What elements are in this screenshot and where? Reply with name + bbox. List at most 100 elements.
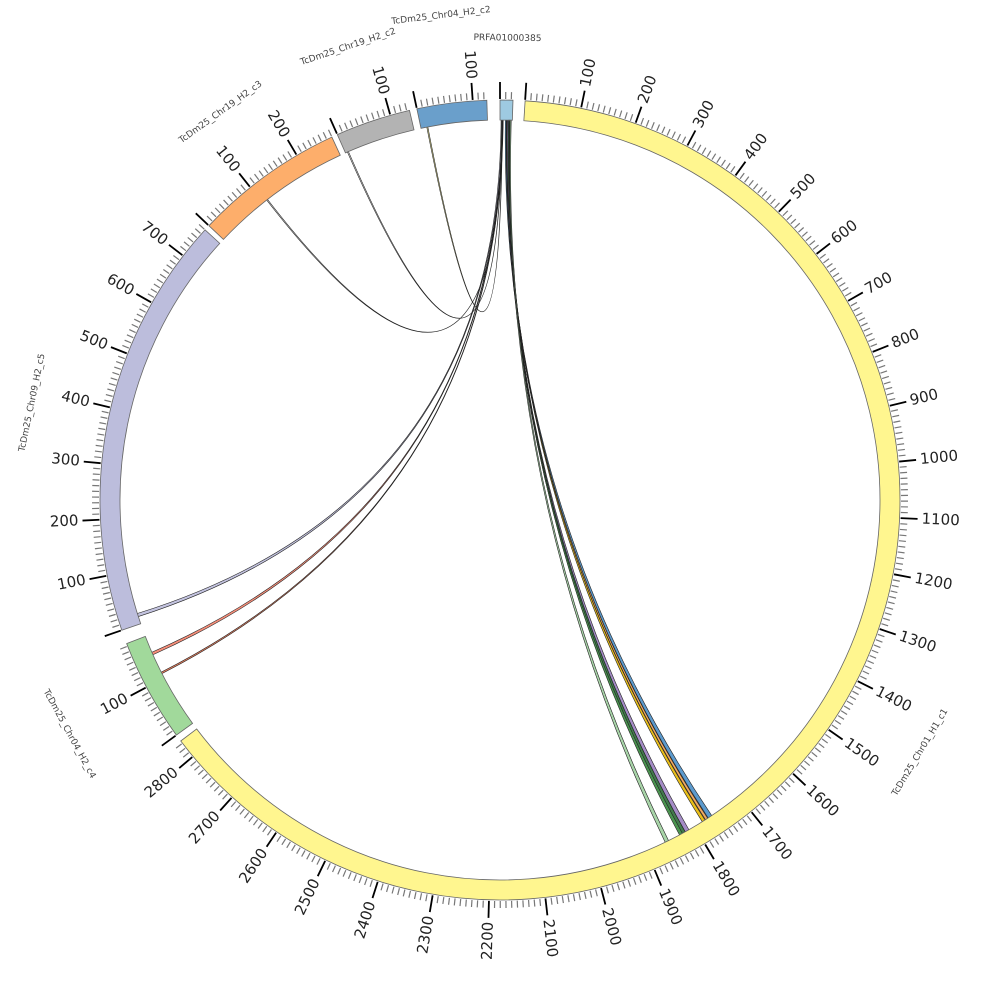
minor-tick (99, 422, 107, 425)
minor-tick (666, 128, 671, 136)
minor-tick (659, 867, 664, 875)
tick-label: 300 (50, 449, 80, 470)
tick-label: 1700 (758, 823, 796, 864)
minor-tick (886, 392, 894, 396)
minor-tick (849, 695, 857, 701)
minor-tick (768, 797, 775, 804)
minor-tick (737, 822, 743, 829)
tick-label: 200 (49, 511, 78, 530)
minor-tick (721, 159, 726, 167)
minor-tick (869, 654, 877, 659)
minor-tick (173, 254, 180, 261)
segment-label: TcDm25_Chr19_H2_c2 (298, 27, 397, 69)
minor-tick (881, 623, 889, 627)
minor-tick (694, 849, 700, 857)
minor-tick (258, 170, 264, 177)
minor-tick (369, 879, 373, 887)
minor-tick (136, 313, 144, 318)
minor-tick (812, 244, 819, 250)
minor-tick (711, 153, 717, 160)
minor-tick (887, 601, 895, 605)
minor-tick (110, 619, 118, 623)
tick-label: 2200 (478, 922, 497, 961)
minor-tick (535, 93, 538, 101)
minor-tick (569, 98, 572, 106)
minor-tick (338, 124, 343, 132)
minor-tick (552, 95, 555, 103)
tick-label: 1000 (919, 446, 959, 468)
major-tick (544, 898, 549, 916)
minor-tick (882, 617, 891, 621)
segment-label: TcDm25_Chr19_H2_c3 (177, 79, 265, 146)
link-ribbon (266, 119, 503, 333)
minor-tick (179, 747, 186, 754)
minor-tick (629, 113, 634, 121)
minor-tick (728, 828, 734, 836)
minor-tick (243, 812, 250, 819)
minor-tick (895, 431, 903, 435)
major-tick (135, 293, 152, 304)
minor-tick (376, 110, 380, 118)
major-tick (219, 797, 233, 812)
tick-label: 2100 (539, 918, 561, 958)
minor-tick (894, 426, 902, 429)
minor-tick (282, 154, 288, 161)
segment-label: PRFA01000385 (473, 33, 541, 44)
major-tick (470, 82, 474, 100)
minor-tick (790, 218, 797, 225)
minor-tick (437, 96, 440, 104)
minor-tick (784, 781, 791, 788)
major-tick (893, 573, 911, 579)
tick-label: 2300 (413, 914, 437, 955)
minor-tick (206, 215, 213, 222)
minor-tick (402, 889, 406, 897)
minor-tick (465, 899, 467, 907)
minor-tick (96, 439, 104, 442)
minor-tick (156, 716, 164, 722)
minor-tick (796, 769, 803, 775)
major-tick (89, 575, 107, 580)
minor-tick (393, 105, 397, 114)
minor-tick (217, 789, 224, 796)
minor-tick (235, 804, 241, 812)
minor-tick (115, 361, 123, 365)
minor-tick (733, 825, 739, 832)
minor-tick (266, 829, 272, 836)
minor-tick (169, 259, 176, 265)
minor-tick (877, 633, 885, 638)
major-tick (286, 139, 298, 156)
minor-tick (855, 312, 863, 317)
minor-tick (442, 95, 446, 103)
minor-tick (886, 606, 894, 610)
segments-layer (99, 99, 901, 901)
minor-tick (190, 760, 197, 767)
minor-tick (896, 437, 904, 440)
minor-tick (850, 301, 858, 307)
minor-tick (586, 101, 589, 109)
minor-tick (286, 841, 291, 849)
major-tick (178, 756, 193, 769)
minor-tick (837, 715, 845, 720)
minor-tick (108, 382, 116, 387)
minor-tick (899, 466, 907, 468)
link-ribbon (136, 119, 503, 617)
minor-tick (752, 183, 759, 190)
minor-tick (162, 725, 170, 731)
minor-tick (112, 624, 120, 628)
major-tick (734, 161, 747, 176)
minor-tick (249, 177, 255, 184)
minor-tick (141, 303, 149, 308)
minor-tick (809, 240, 816, 246)
minor-tick (541, 94, 544, 102)
minor-tick (867, 660, 875, 665)
minor-tick (567, 895, 570, 903)
minor-tick (898, 540, 906, 543)
minor-tick (840, 710, 848, 715)
minor-tick (798, 227, 805, 233)
major-tick (195, 212, 209, 226)
minor-tick (880, 370, 888, 374)
minor-tick (530, 93, 532, 101)
minor-tick (831, 724, 839, 730)
minor-tick (354, 118, 359, 126)
minor-tick (804, 760, 811, 767)
